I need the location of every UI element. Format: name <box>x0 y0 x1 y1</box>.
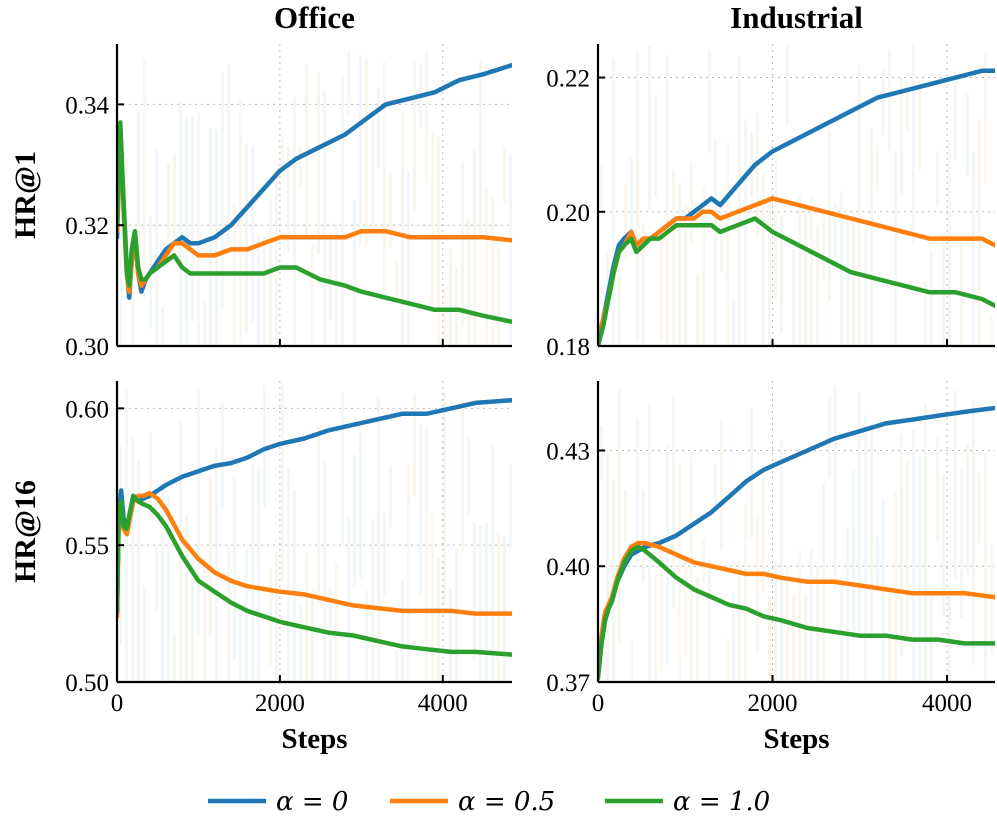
x-tick-label: 0 <box>592 690 605 717</box>
panel-title: Industrial <box>730 0 863 35</box>
y-tick-label: 0.55 <box>65 533 109 560</box>
y-tick-label: 0.43 <box>546 438 590 465</box>
series-line-1 <box>117 490 512 619</box>
series-line-2 <box>598 216 995 346</box>
panel-top-right: 0.18 0.20 0.22 Industrial <box>546 0 995 361</box>
y-tick-label: 0.20 <box>546 200 590 227</box>
panel-bottom-left: 0.50 0.55 0.60 0 2000 4000 HR@16 Steps <box>9 381 512 755</box>
y-tick-label: 0.22 <box>546 66 590 93</box>
y-tick-label: 0.50 <box>65 670 109 697</box>
y-tick-label: 0.60 <box>65 396 109 423</box>
x-tick-label: 2000 <box>748 690 798 717</box>
y-tick-label: 0.34 <box>65 92 109 119</box>
series-line-1 <box>598 196 995 342</box>
series-line-0 <box>598 405 995 677</box>
series-line-2 <box>598 544 995 681</box>
panel-bottom-right: 0.37 0.40 0.43 0 2000 4000 Steps <box>546 381 995 755</box>
series-line-2 <box>117 120 512 325</box>
y-tick-label: 0.40 <box>546 554 590 581</box>
legend-label: α = 0.5 <box>458 787 555 817</box>
y-tick-label: 0.32 <box>65 213 109 240</box>
y-tick-label: 0.30 <box>65 334 109 361</box>
legend-item: α = 1.0 <box>605 787 770 817</box>
x-tick-label: 0 <box>111 690 124 717</box>
y-tick-label: 0.37 <box>546 670 590 697</box>
y-axis-label: HR@16 <box>9 480 42 583</box>
series-line-1 <box>117 132 512 294</box>
noise-band <box>119 384 512 682</box>
y-tick-label: 0.18 <box>546 334 590 361</box>
x-tick-label: 4000 <box>418 690 468 717</box>
legend-label: α = 0 <box>276 787 348 817</box>
series-line-0 <box>117 62 512 300</box>
series-line-2 <box>117 493 512 657</box>
noise-band <box>600 385 993 682</box>
legend: α = 0 α = 0.5 α = 1.0 <box>208 787 770 817</box>
legend-label: α = 1.0 <box>673 787 770 817</box>
noise-band <box>600 44 993 346</box>
x-axis-label: Steps <box>763 723 829 755</box>
panel-title: Office <box>274 0 355 35</box>
x-axis-label: Steps <box>281 723 347 755</box>
x-tick-label: 4000 <box>922 690 972 717</box>
legend-item: α = 0 <box>208 787 348 817</box>
series-line-0 <box>117 397 512 616</box>
x-tick-label: 2000 <box>255 690 305 717</box>
y-axis-label: HR@1 <box>9 151 42 239</box>
noise-band <box>119 49 512 346</box>
panel-top-left: 0.30 0.32 0.34 Office HR@1 <box>9 0 512 361</box>
series-line-0 <box>598 68 995 342</box>
legend-item: α = 0.5 <box>390 787 555 817</box>
